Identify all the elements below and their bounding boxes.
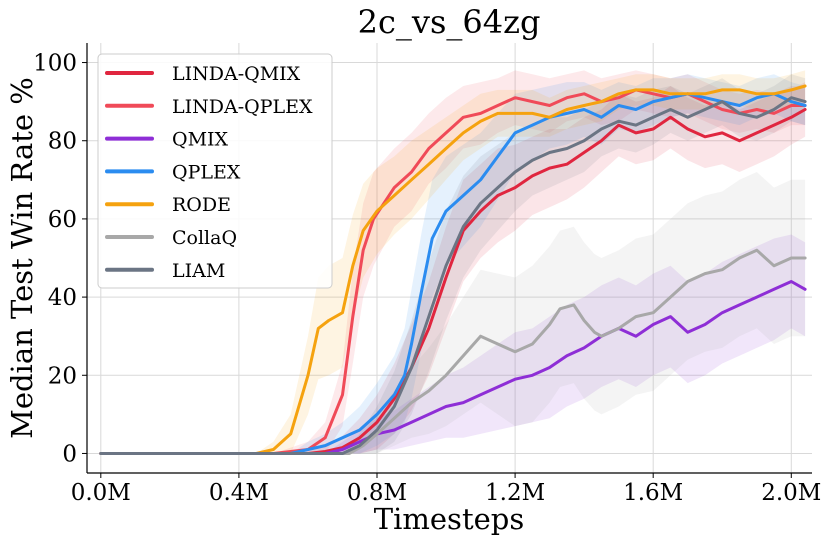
y-tick-label: 20	[48, 363, 77, 389]
chart-title: 2c_vs_64zg	[358, 3, 541, 41]
legend-frame	[97, 53, 333, 289]
collaq-band	[100, 172, 806, 454]
x-tick-label: 1.2M	[485, 480, 545, 506]
qmix-line	[99, 280, 807, 455]
x-tick-label: 1.6M	[623, 480, 683, 506]
legend-label-collaq: CollaQ	[172, 227, 237, 249]
x-tick-label: 0.8M	[347, 480, 407, 506]
y-tick-label: 0	[62, 441, 77, 467]
legend-label-liam: LIAM	[172, 260, 225, 282]
y-axis-label: Median Test Win Rate %	[5, 77, 39, 439]
linda-qmix-band	[100, 82, 806, 454]
legend: LINDA-QMIX LINDA-QPLEX QMIX QPLEX RODE CollaQ…	[97, 53, 333, 289]
legend-label-linda-qmix: LINDA-QMIX	[172, 63, 301, 85]
x-axis-label: Timesteps	[374, 502, 524, 536]
liam-line	[99, 96, 807, 455]
legend-label-qmix: QMIX	[172, 129, 229, 151]
legend-label-rode: RODE	[172, 194, 231, 216]
y-tick-label: 100	[33, 51, 77, 77]
legend-label-qplex: QPLEX	[172, 161, 241, 183]
tick-labels: 0 20 40 60 80 100 0.0M 0.4M 0.8M 1.2M 1.6M 2.0M	[33, 51, 821, 506]
x-tick-label: 0.0M	[71, 480, 131, 506]
qplex-line	[99, 92, 807, 455]
y-tick-label: 40	[48, 285, 77, 311]
linda-qmix-line	[99, 108, 807, 455]
collaq-line	[99, 248, 807, 455]
qmix-band	[100, 234, 806, 454]
axes	[86, 43, 812, 474]
x-tick-label: 2.0M	[761, 480, 821, 506]
y-tick-label: 80	[48, 129, 77, 155]
legend-label-linda-qplex: LINDA-QPLEX	[172, 96, 313, 118]
y-tick-label: 60	[48, 207, 77, 233]
x-tick-label: 0.4M	[209, 480, 269, 506]
liam-band	[100, 74, 806, 454]
rode-line	[99, 84, 807, 455]
rode-band	[100, 70, 806, 454]
series-lines	[99, 84, 807, 455]
